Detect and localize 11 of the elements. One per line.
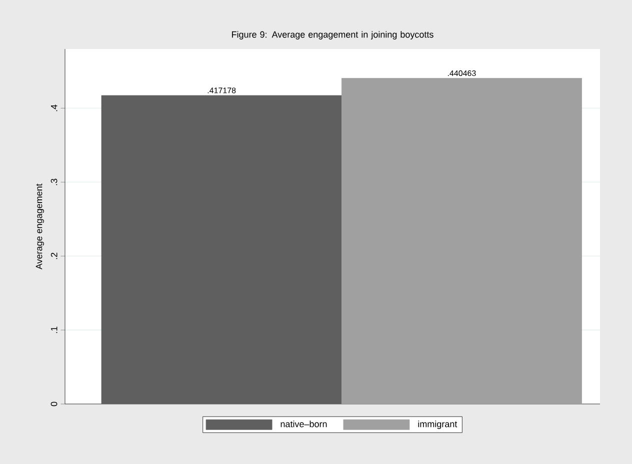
- y-tick-label: .1: [51, 326, 58, 333]
- chart-title: Figure 9: Average engagement in joining boycotts: [232, 31, 434, 40]
- y-tick-label: 0: [50, 402, 58, 406]
- series-label: immigrant: [418, 420, 458, 430]
- y-axis-title: Average engagement: [36, 184, 44, 270]
- y-tick-label: .3: [50, 178, 58, 186]
- data-label: .417178: [208, 88, 236, 94]
- y-tick-label: .4: [51, 104, 58, 112]
- y-tick-label: .2: [50, 252, 58, 260]
- series-label: native–born: [280, 420, 327, 428]
- data-label: .440463: [448, 70, 476, 76]
